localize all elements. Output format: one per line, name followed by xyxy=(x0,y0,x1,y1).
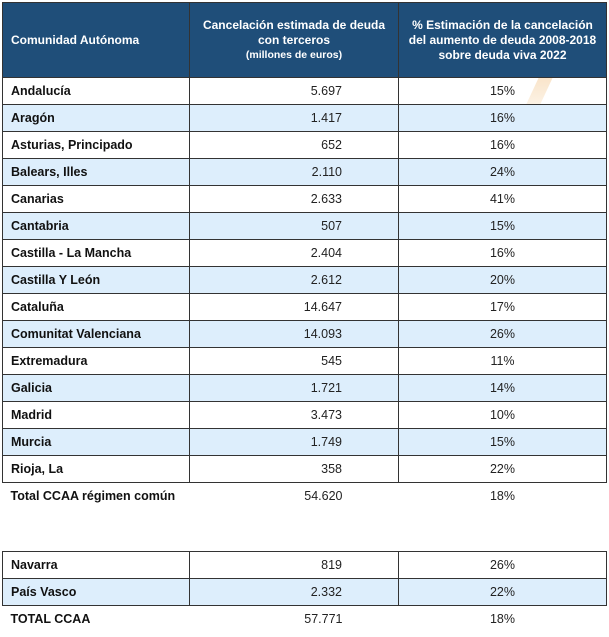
pct-cell: 22% xyxy=(398,578,607,606)
region-cell: Aragón xyxy=(2,104,190,132)
amount-cell: 3.473 xyxy=(189,401,399,429)
subtotal-row: Total CCAA régimen común 54.620 18% xyxy=(3,483,607,510)
region-cell: Murcia xyxy=(2,428,190,456)
header-pct: % Estimación de la cancelación del aumen… xyxy=(398,2,607,78)
amount-cell: 2.332 xyxy=(189,578,399,606)
amount-cell: 545 xyxy=(189,347,399,375)
pct-cell: 26% xyxy=(398,320,607,348)
amount-cell: 14.093 xyxy=(189,320,399,348)
pct-cell: 26% xyxy=(398,551,607,579)
header-amount: Cancelación estimada de deuda con tercer… xyxy=(189,2,399,78)
pct-cell: 15% xyxy=(398,77,607,105)
amount-cell: 819 xyxy=(189,551,399,579)
table-row: Aragón 1.417 16% xyxy=(2,104,607,132)
region-cell: Rioja, La xyxy=(2,455,190,483)
pct-cell: 11% xyxy=(398,347,607,375)
header-row: Comunidad Autónoma Cancelación estimada … xyxy=(2,2,607,78)
pct-cell: 41% xyxy=(398,185,607,213)
amount-cell: 652 xyxy=(189,131,399,159)
region-cell: Andalucía xyxy=(2,77,190,105)
table-row: Galicia 1.721 14% xyxy=(2,374,607,402)
amount-cell: 2.612 xyxy=(189,266,399,294)
pct-cell: 16% xyxy=(398,104,607,132)
table-row: Comunitat Valenciana 14.093 26% xyxy=(2,320,607,348)
region-cell: Navarra xyxy=(2,551,190,579)
table-row: Extremadura 545 11% xyxy=(2,347,607,375)
subtotal-label: Total CCAA régimen común xyxy=(10,489,176,503)
table-row: Castilla - La Mancha 2.404 16% xyxy=(2,239,607,267)
table-row: Castilla Y León 2.612 20% xyxy=(2,266,607,294)
total-amount: 57.771 xyxy=(304,612,343,626)
region-cell: Extremadura xyxy=(2,347,190,375)
subtotal-pct: 18% xyxy=(489,489,516,503)
table-row: País Vasco 2.332 22% xyxy=(2,578,607,606)
amount-cell: 358 xyxy=(189,455,399,483)
region-cell: Canarias xyxy=(2,185,190,213)
region-cell: Castilla - La Mancha xyxy=(2,239,190,267)
amount-cell: 2.633 xyxy=(189,185,399,213)
header-amount-main: Cancelación estimada de deuda con tercer… xyxy=(202,17,386,47)
table-row: Murcia 1.749 15% xyxy=(2,428,607,456)
pct-cell: 17% xyxy=(398,293,607,321)
pct-cell: 16% xyxy=(398,131,607,159)
amount-cell: 1.749 xyxy=(189,428,399,456)
amount-cell: 1.721 xyxy=(189,374,399,402)
table-row: Canarias 2.633 41% xyxy=(2,185,607,213)
pct-cell: 16% xyxy=(398,239,607,267)
pct-cell: 20% xyxy=(398,266,607,294)
region-cell: Galicia xyxy=(2,374,190,402)
table-row: Navarra 819 26% xyxy=(2,551,607,579)
header-region: Comunidad Autónoma xyxy=(2,2,190,78)
pct-cell: 22% xyxy=(398,455,607,483)
debt-table: Comunidad Autónoma Cancelación estimada … xyxy=(2,2,607,509)
region-cell: Asturias, Principado xyxy=(2,131,190,159)
pct-cell: 15% xyxy=(398,428,607,456)
region-cell: Madrid xyxy=(2,401,190,429)
table-row: Madrid 3.473 10% xyxy=(2,401,607,429)
table-row: Rioja, La 358 22% xyxy=(2,455,607,483)
amount-cell: 2.404 xyxy=(189,239,399,267)
amount-cell: 2.110 xyxy=(189,158,399,186)
region-cell: Cataluña xyxy=(2,293,190,321)
amount-cell: 1.417 xyxy=(189,104,399,132)
amount-cell: 14.647 xyxy=(189,293,399,321)
amount-cell: 5.697 xyxy=(189,77,399,105)
region-cell: Cantabria xyxy=(2,212,190,240)
region-cell: Balears, Illes xyxy=(2,158,190,186)
total-label: TOTAL CCAA xyxy=(10,612,91,626)
pct-cell: 15% xyxy=(398,212,607,240)
table-row: Cataluña 14.647 17% xyxy=(2,293,607,321)
header-amount-sub: (millones de euros) xyxy=(245,48,343,61)
total-row: TOTAL CCAA 57.771 18% xyxy=(3,606,607,633)
table-row: Cantabria 507 15% xyxy=(2,212,607,240)
region-cell: Comunitat Valenciana xyxy=(2,320,190,348)
foral-table: Navarra 819 26% País Vasco 2.332 22% TOT… xyxy=(2,551,607,632)
pct-cell: 14% xyxy=(398,374,607,402)
region-cell: Castilla Y León xyxy=(2,266,190,294)
pct-cell: 24% xyxy=(398,158,607,186)
pct-cell: 10% xyxy=(398,401,607,429)
table-row: Balears, Illes 2.110 24% xyxy=(2,158,607,186)
total-pct: 18% xyxy=(489,612,516,626)
table-row: Asturias, Principado 652 16% xyxy=(2,131,607,159)
region-cell: País Vasco xyxy=(2,578,190,606)
subtotal-amount: 54.620 xyxy=(304,489,343,503)
table-row: Andalucía 5.697 15% xyxy=(2,77,607,105)
amount-cell: 507 xyxy=(189,212,399,240)
